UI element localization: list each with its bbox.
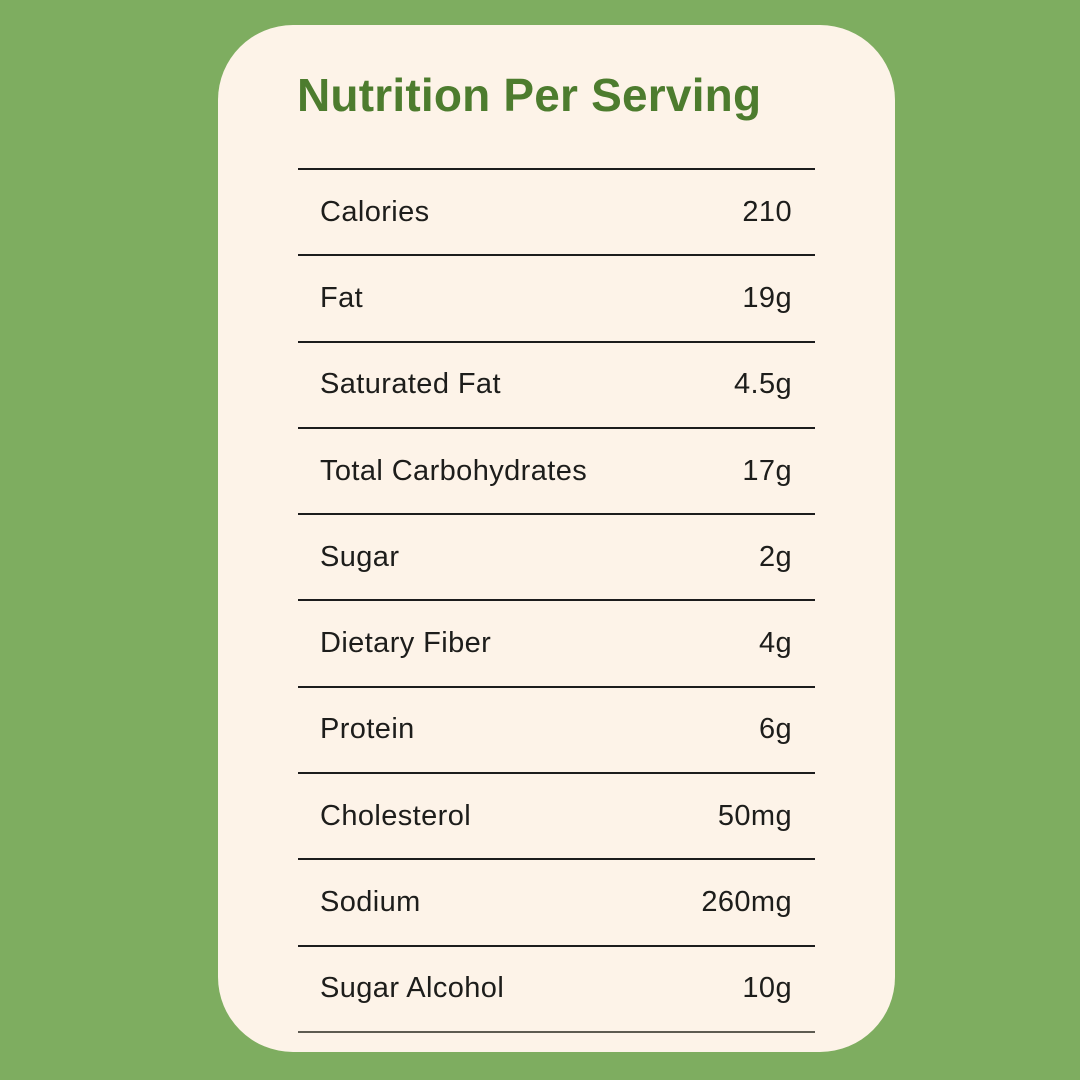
nutrient-value: 10g [742,972,792,1005]
table-row: Saturated Fat 4.5g [298,340,815,427]
nutrient-label: Total Carbohydrates [320,454,588,487]
nutrient-value: 4g [758,627,792,660]
nutrition-table: Calories 210 Fat 19g Saturated Fat 4.5g … [298,168,815,1033]
nutrient-value: 210 [742,195,792,228]
nutrient-label: Dietary Fiber [320,627,492,660]
nutrient-label: Protein [320,713,415,746]
nutrient-label: Calories [320,195,430,228]
nutrient-value: 2g [758,540,792,573]
table-row: Protein 6g [298,685,815,772]
table-row: Calories 210 [298,168,815,254]
table-row: Cholesterol 50mg [298,772,815,858]
table-row: Dietary Fiber 4g [298,599,815,685]
nutrient-value: 260mg [701,886,792,919]
nutrient-label: Fat [320,281,364,314]
nutrition-card: Nutrition Per Serving Calories 210 Fat 1… [218,25,895,1052]
table-row: Total Carbohydrates 17g [298,426,815,513]
nutrient-label: Saturated Fat [320,368,501,401]
nutrient-label: Cholesterol [320,799,472,832]
table-row: Sugar Alcohol 10g [298,944,815,1031]
nutrient-value: 17g [742,454,792,487]
nutrient-value: 19g [742,281,792,314]
table-row: Sugar 2g [298,513,815,599]
nutrient-value: 50mg [717,799,792,832]
table-row: Fat 19g [298,254,815,340]
nutrient-value: 4.5g [733,368,792,401]
table-row: Sodium 260mg [298,858,815,944]
nutrient-label: Sugar Alcohol [320,972,505,1005]
page-title: Nutrition Per Serving [297,69,762,121]
nutrient-label: Sodium [320,886,421,919]
nutrient-label: Sugar [320,540,400,573]
nutrient-value: 6g [758,713,792,746]
